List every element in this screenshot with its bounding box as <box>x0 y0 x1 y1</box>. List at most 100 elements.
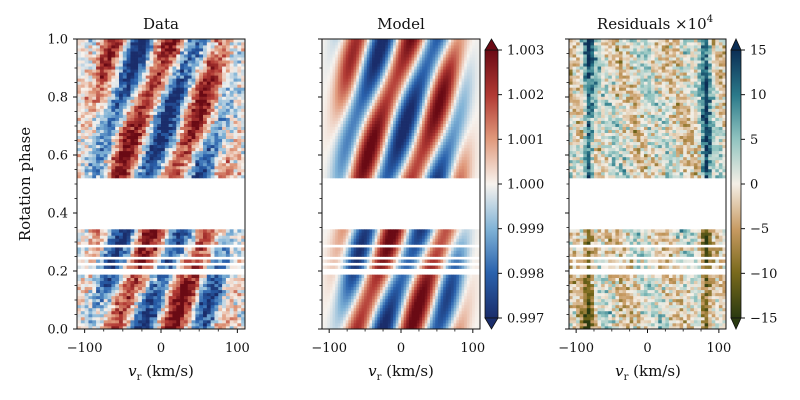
heatmap-cell <box>103 274 108 278</box>
heatmap-cell <box>422 232 426 236</box>
x-tick-label: −100 <box>67 341 103 356</box>
heatmap-cell <box>103 96 108 100</box>
heatmap-cell <box>77 319 82 324</box>
heatmap-cell <box>199 313 204 318</box>
heatmap-cell <box>377 280 381 285</box>
heatmap-cell <box>107 265 112 269</box>
heatmap-cell <box>99 238 105 242</box>
heatmap-cell <box>469 286 473 291</box>
heatmap-cell <box>422 250 426 254</box>
heatmap-cell <box>176 141 181 146</box>
heatmap-cell <box>472 295 476 300</box>
heatmap-cell <box>337 304 341 309</box>
heatmap-cell <box>134 325 139 330</box>
heatmap-cell <box>77 253 82 257</box>
heatmap-cell <box>225 159 231 164</box>
heatmap-cell <box>218 39 223 43</box>
heatmap-cell <box>385 253 389 257</box>
heatmap-cell <box>458 247 462 251</box>
heatmap-cell <box>429 265 433 269</box>
heatmap-cell <box>448 277 452 282</box>
heatmap-cell <box>126 150 131 155</box>
heatmap-cell <box>406 289 410 294</box>
heatmap-cell <box>387 277 391 282</box>
heatmap-cell <box>241 174 246 179</box>
heatmap-cell <box>119 144 124 149</box>
heatmap-cell <box>241 117 246 121</box>
heatmap-cell <box>199 289 204 294</box>
heatmap-cell <box>379 259 383 263</box>
heatmap-cell <box>233 322 238 327</box>
heatmap-cell <box>241 93 246 97</box>
heatmap-cell <box>206 277 211 282</box>
heatmap-cell <box>233 51 238 55</box>
heatmap-cell <box>372 316 376 321</box>
heatmap-cell <box>77 229 82 233</box>
heatmap-cell <box>111 162 116 167</box>
heatmap-cell <box>111 156 116 161</box>
heatmap-cell <box>466 241 470 245</box>
heatmap-cell <box>474 292 478 297</box>
heatmap-cell <box>353 289 357 294</box>
heatmap-cell <box>364 241 368 245</box>
heatmap-cell <box>214 168 219 173</box>
heatmap-cell <box>187 280 192 285</box>
heatmap-cell <box>222 60 227 64</box>
heatmap-cell <box>414 319 418 324</box>
heatmap-cell <box>440 310 444 315</box>
heatmap-cell <box>122 162 127 167</box>
heatmap-cell <box>119 108 124 112</box>
heatmap-cell <box>379 319 383 324</box>
heatmap-cell <box>437 232 441 236</box>
heatmap-cell <box>377 265 381 269</box>
heatmap-cell <box>233 295 238 300</box>
heatmap-cell <box>453 310 457 315</box>
heatmap-cell <box>229 253 234 257</box>
heatmap-cell <box>145 54 150 58</box>
heatmap-cell <box>145 156 150 161</box>
heatmap-cell <box>464 259 468 263</box>
heatmap-cell <box>168 84 173 88</box>
heatmap-cell <box>168 292 173 297</box>
heatmap-cell <box>149 286 154 291</box>
heatmap-cell <box>145 289 150 294</box>
heatmap-cell <box>356 292 360 297</box>
heatmap-cell <box>172 99 177 103</box>
heatmap-cell <box>382 295 386 300</box>
heatmap-cell <box>222 253 227 257</box>
heatmap-cell <box>195 174 200 179</box>
heatmap-cell <box>99 141 105 146</box>
heatmap-cell <box>88 159 93 164</box>
heatmap-cell <box>440 229 444 233</box>
heatmap-cell <box>96 232 101 236</box>
heatmap-cell <box>448 286 452 291</box>
heatmap-cell <box>222 313 227 318</box>
heatmap-cell <box>164 310 169 315</box>
heatmap-cell <box>374 280 378 285</box>
heatmap-cell <box>237 265 242 269</box>
heatmap-cell <box>77 63 82 67</box>
heatmap-cell <box>183 39 189 43</box>
heatmap-cell <box>451 289 455 294</box>
heatmap-cell <box>206 93 211 97</box>
heatmap-cell <box>448 241 452 245</box>
heatmap-cell <box>157 51 162 55</box>
heatmap-cell <box>96 259 101 263</box>
heatmap-cell <box>80 168 85 173</box>
heatmap-cell <box>448 301 452 306</box>
heatmap-cell <box>241 132 246 137</box>
heatmap-cell <box>183 147 189 152</box>
heatmap-cell <box>195 253 200 257</box>
heatmap-cell <box>183 280 189 285</box>
heatmap-cell <box>149 232 154 236</box>
heatmap-cell <box>379 307 383 312</box>
heatmap-cell <box>134 117 139 121</box>
heatmap-cell <box>107 235 112 239</box>
heatmap-cell <box>176 144 181 149</box>
heatmap-cell <box>366 274 370 278</box>
heatmap-cell <box>145 295 150 300</box>
heatmap-cell <box>103 241 108 245</box>
heatmap-cell <box>99 99 105 103</box>
heatmap-cell <box>361 304 365 309</box>
heatmap-cell <box>111 319 116 324</box>
